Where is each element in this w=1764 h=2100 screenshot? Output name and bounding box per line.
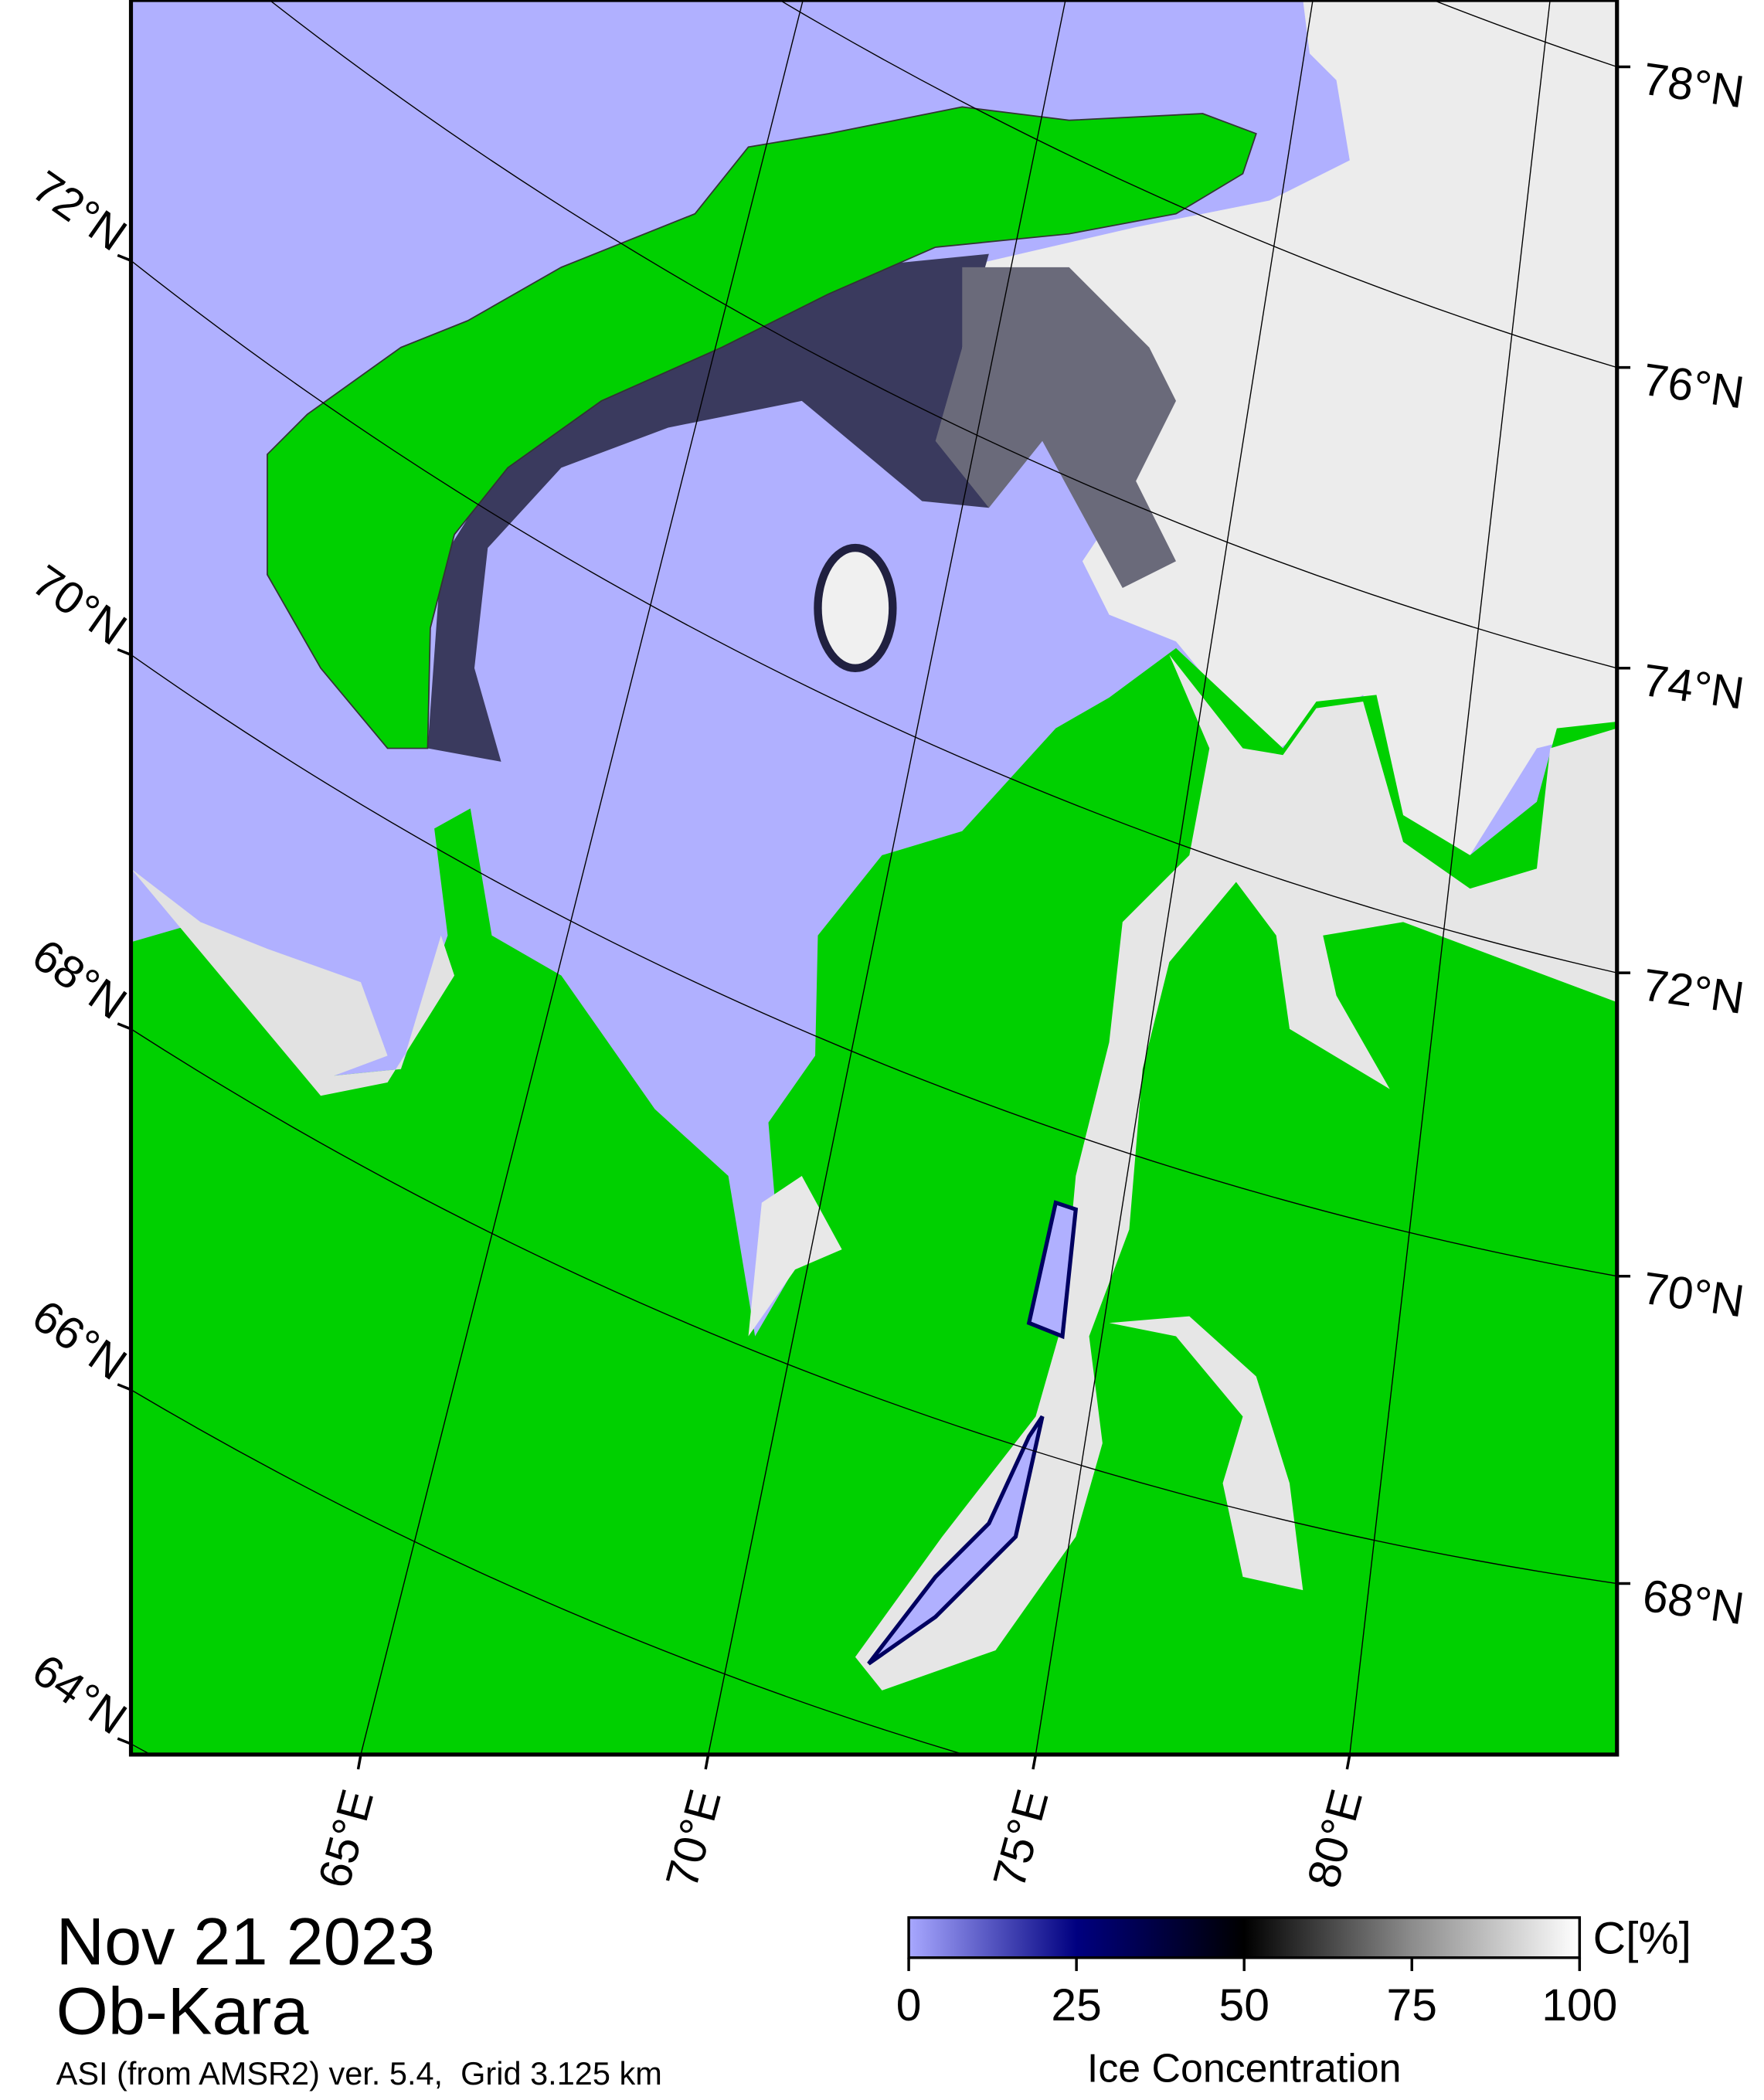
meridian — [1035, 0, 1314, 1755]
lon-tick — [1345, 1754, 1351, 1770]
ice-ob-gulf — [855, 654, 1617, 1691]
lat-label: 72°N — [1640, 960, 1747, 1024]
parallel — [131, 654, 1617, 1277]
lat-tick — [117, 647, 132, 657]
ice-taz — [1109, 1316, 1303, 1591]
colorbar-tick-label: 50 — [1219, 1980, 1269, 2030]
colorbar — [907, 1916, 1582, 1959]
parallel — [778, 0, 1617, 369]
parallel — [131, 260, 1617, 974]
map-frame — [128, 0, 1620, 1757]
product-info: ASI (from AMSR2) ver. 5.4, Grid 3.125 km — [56, 2055, 662, 2092]
lat-tick — [117, 1022, 132, 1031]
lon-label: 80°E — [1298, 1785, 1372, 1894]
lat-label: 68°N — [23, 929, 135, 1029]
lon-tick — [1032, 1754, 1038, 1770]
ice-island — [814, 543, 897, 672]
lon-tick — [356, 1754, 362, 1770]
lat-label: 66°N — [23, 1290, 135, 1390]
open-water-ob2 — [1026, 1200, 1079, 1340]
lat-label: 78°N — [1640, 54, 1747, 118]
lat-label: 74°N — [1640, 655, 1747, 719]
region: Ob-Kara — [56, 1974, 310, 2048]
lat-label: 70°N — [23, 556, 135, 655]
ice-grey — [935, 267, 1176, 589]
meridian — [707, 0, 1066, 1755]
lat-tick — [117, 253, 132, 262]
lat-label: 76°N — [1640, 355, 1747, 419]
colorbar-tick-label: 25 — [1051, 1980, 1101, 2030]
colorbar-unit: C[%] — [1593, 1914, 1691, 1964]
lon-label: 65°E — [309, 1785, 383, 1894]
lat-label: 68°N — [1640, 1571, 1747, 1635]
ice-baydarata — [131, 868, 455, 1096]
ice-dark-band — [427, 253, 989, 762]
ice-yamal-west — [748, 1176, 842, 1337]
lat-label: 72°N — [23, 161, 135, 261]
colorbar-tick-label: 100 — [1541, 1980, 1617, 2030]
lat-label: 64°N — [23, 1645, 135, 1745]
lon-label: 75°E — [984, 1785, 1059, 1894]
lat-tick — [117, 1737, 132, 1745]
lat-label: 70°N — [1640, 1263, 1747, 1327]
parallel — [268, 0, 1617, 669]
colorbar-tick-label: 0 — [896, 1980, 922, 2030]
graticule — [131, 0, 1617, 1755]
parallel — [131, 1028, 1617, 1585]
novaya-zemlya — [267, 106, 1257, 749]
parallel — [131, 1389, 967, 1755]
lon-tick — [704, 1754, 710, 1770]
date: Nov 21 2023 — [56, 1905, 435, 1979]
lat-tick — [117, 1383, 132, 1392]
meridian — [360, 0, 804, 1755]
open-water-ob — [867, 1415, 1045, 1666]
ice-northeast — [962, 0, 1617, 855]
meridian — [1349, 0, 1551, 1755]
colorbar-tick-label: 75 — [1387, 1980, 1437, 2030]
map-body — [131, 0, 1617, 1755]
colorbar-label: Ice Concentration — [1087, 2046, 1402, 2091]
lon-label: 70°E — [657, 1785, 731, 1894]
